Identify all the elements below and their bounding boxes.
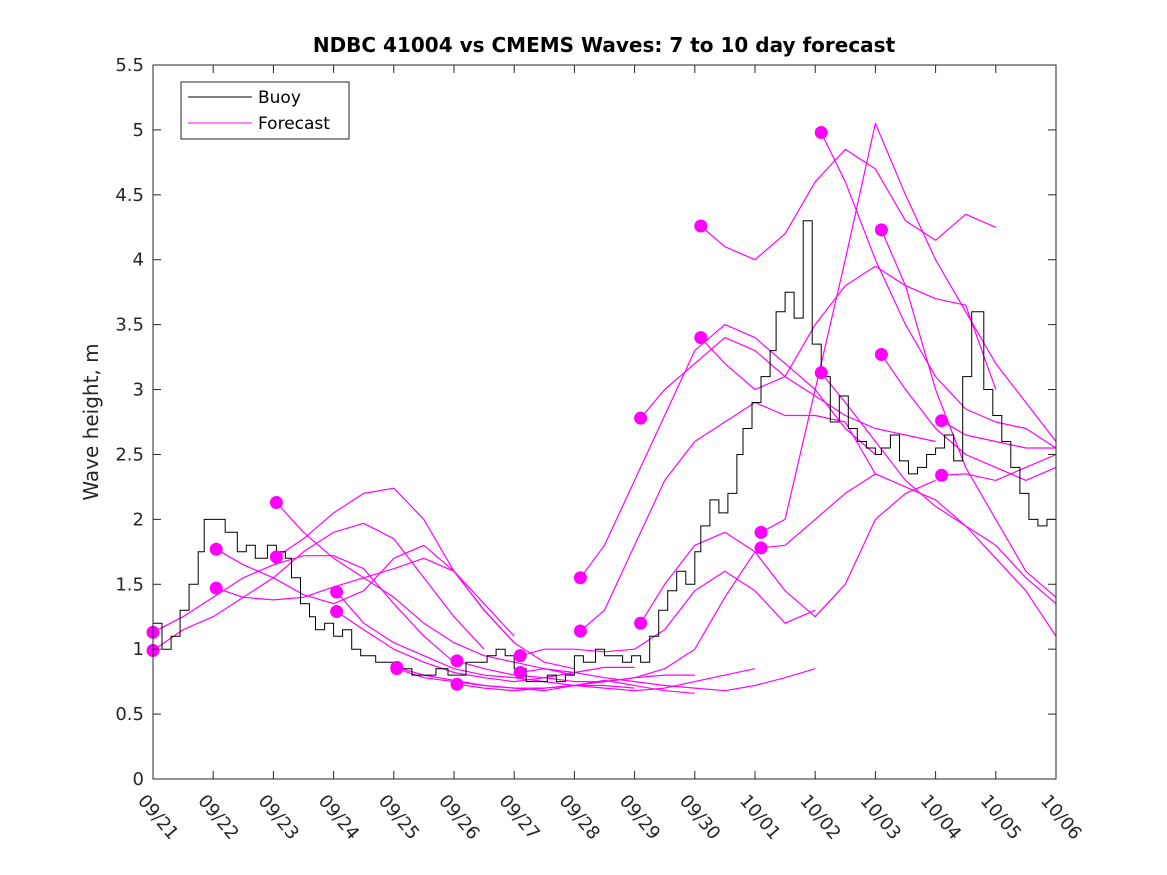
y-axis: 0 0.5 1 1.5 2 2.5 3 3.5 4 4.5 5 5.5 [115,55,1056,790]
legend-box [180,81,350,140]
forecast-start-marker [754,541,768,555]
y-tick-label: 1.5 [115,574,144,595]
forecast-start-marker [634,616,648,630]
forecast-line [336,591,635,689]
forecast-start-marker [573,624,587,638]
marker-layer [146,126,949,691]
forecast-line [941,420,1056,449]
y-tick-label: 0.5 [115,704,144,725]
forecast-line [880,354,1057,481]
y-axis-label: Wave height, m [79,343,103,500]
forecast-line [700,265,997,391]
forecast-start-marker [874,223,888,237]
forecast-start-marker [450,654,464,668]
forecast-line [760,122,1057,533]
buoy-line [153,220,1057,683]
forecast-start-marker [935,414,949,428]
legend-buoy-label: Buoy [258,88,301,108]
forecast-line [456,551,756,683]
y-tick-label: 2 [133,509,144,530]
forecast-start-marker [573,571,587,585]
forecast-line [580,401,876,632]
forecast-start-marker [330,605,344,619]
forecast-start-marker [874,347,888,361]
forecast-start-marker [634,411,648,425]
series-layer [152,122,1057,694]
legend-forecast-label: Forecast [258,114,330,134]
forecast-start-marker [694,331,708,345]
forecast-line [880,229,1057,598]
forecast-start-marker [450,677,464,691]
forecast-line [640,479,936,624]
forecast-line [152,522,485,651]
forecast-line [456,668,756,692]
forecast-line [396,666,695,694]
forecast-start-marker [935,468,949,482]
forecast-line [820,132,1057,449]
y-tick-label: 1 [133,639,144,660]
y-tick-label: 4 [133,250,144,271]
legend: Buoy Forecast [180,81,350,140]
forecast-start-marker [513,649,527,663]
forecast-start-marker [269,550,283,564]
forecast-line [520,570,816,657]
forecast-line [700,148,997,261]
forecast-start-marker [694,219,708,233]
forecast-line [336,611,635,683]
y-tick-label: 5 [133,120,144,141]
forecast-start-marker [814,366,828,380]
forecast-start-marker [269,495,283,509]
y-tick-label: 2.5 [115,444,144,465]
forecast-start-marker [754,525,768,539]
forecast-start-marker [209,581,223,595]
axes-box [152,64,1057,780]
forecast-line [520,668,816,692]
forecast-line [941,453,1057,481]
y-tick-label: 3.5 [115,315,144,336]
y-tick-label: 0 [133,769,144,790]
plot-area [153,65,1056,779]
forecast-start-marker [513,666,527,680]
y-tick-label: 4.5 [115,185,144,206]
forecast-start-marker [814,126,828,140]
forecast-start-marker [330,585,344,599]
y-tick-label: 5.5 [115,55,144,76]
forecast-line [820,372,1057,605]
forecast-line [276,487,575,670]
forecast-start-marker [209,542,223,556]
forecast-start-marker [390,660,404,674]
forecast-line [760,473,1057,637]
chart-title: NDBC 41004 vs CMEMS Waves: 7 to 10 day f… [313,33,896,57]
forecast-line [152,555,455,663]
forecast-line [275,502,575,676]
y-tick-label: 3 [133,380,144,401]
